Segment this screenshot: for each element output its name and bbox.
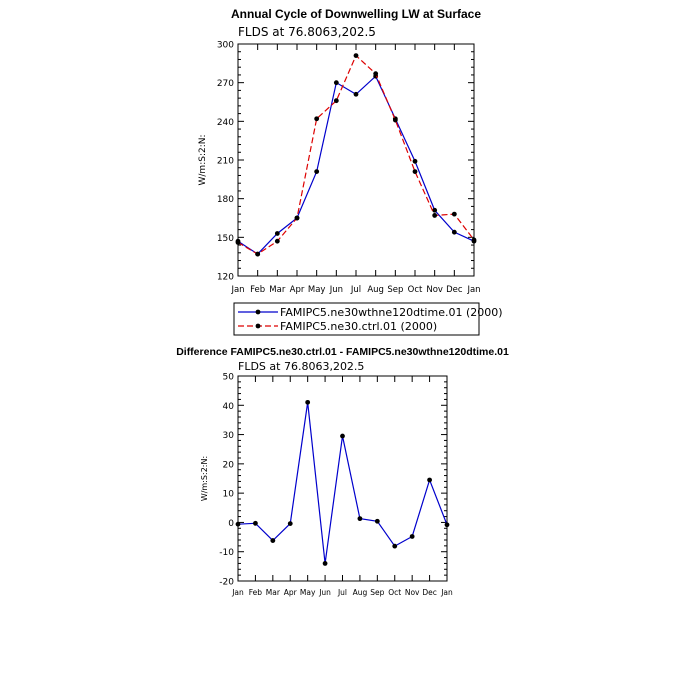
y-axis-label: W/m:S:2:N: (200, 456, 209, 501)
x-tick-label: Jan (440, 588, 453, 597)
data-point (451, 211, 457, 217)
data-point (409, 534, 415, 539)
x-tick-label: Nov (426, 285, 443, 295)
chart-title: Difference FAMIPC5.ne30.ctrl.01 - FAMIPC… (176, 346, 509, 358)
x-tick-label: Jan (466, 285, 480, 295)
data-point (340, 433, 345, 439)
y-axis-label: W/m:S:2:N: (198, 135, 208, 186)
x-tick-label: Mar (266, 588, 281, 597)
x-tick-label: Oct (388, 588, 401, 597)
y-tick-label: -20 (219, 578, 234, 588)
x-tick-label: Dec (422, 588, 437, 597)
data-point (333, 98, 339, 104)
plot-frame (237, 43, 475, 277)
data-point (427, 477, 432, 483)
x-tick-label: May (300, 588, 316, 597)
y-tick-label: 40 (223, 402, 235, 412)
series-line-1 (237, 75, 475, 255)
data-point (305, 399, 311, 405)
data-point (274, 231, 280, 236)
chart-title: Annual Cycle of Downwelling LW at Surfac… (231, 7, 481, 21)
y-tick-label: 300 (217, 41, 234, 51)
x-tick-label: Jun (329, 285, 343, 295)
chart-1: Annual Cycle of Downwelling LW at Surfac… (198, 7, 503, 336)
data-point (353, 53, 359, 58)
data-point (392, 117, 398, 123)
x-tick-label: Feb (250, 285, 265, 295)
data-point (255, 251, 261, 257)
data-point (444, 522, 450, 528)
data-point (412, 169, 418, 175)
data-point (353, 91, 359, 97)
data-point (333, 80, 339, 86)
data-point (392, 543, 398, 549)
plot-frame (237, 375, 448, 582)
data-point (235, 521, 241, 527)
data-point (374, 518, 380, 524)
y-tick-label: 30 (223, 431, 235, 441)
data-point (253, 520, 258, 526)
x-tick-label: Jan (231, 588, 244, 597)
data-point (357, 516, 363, 522)
y-tick-label: 20 (223, 460, 235, 470)
data-point (270, 538, 276, 543)
y-tick-label: 120 (217, 273, 234, 283)
x-tick-label: Nov (405, 588, 420, 597)
data-point (314, 169, 320, 175)
data-point (451, 229, 457, 235)
y-tick-label: 180 (217, 195, 234, 205)
legend-marker (255, 309, 261, 315)
x-tick-label: Oct (408, 285, 423, 295)
x-tick-label: Dec (446, 285, 463, 295)
data-point (274, 238, 280, 244)
data-point (322, 561, 328, 566)
y-tick-label: 240 (217, 118, 234, 128)
x-tick-label: Apr (284, 588, 298, 597)
x-tick-label: Jan (230, 285, 244, 295)
x-tick-label: Jun (318, 588, 331, 597)
y-tick-label: 270 (217, 79, 234, 89)
x-tick-label: Aug (353, 588, 368, 597)
data-point (235, 240, 241, 245)
data-point (471, 237, 477, 243)
series-line-2 (237, 54, 475, 255)
x-tick-label: Jul (337, 588, 347, 597)
legend-entry-2: FAMIPC5.ne30.ctrl.01 (2000) (280, 320, 437, 333)
x-tick-label: Sep (370, 588, 384, 597)
series-line-1 (237, 402, 448, 564)
data-point (412, 158, 418, 164)
x-tick-label: Feb (249, 588, 263, 597)
chart-subtitle: FLDS at 76.8063,202.5 (238, 360, 364, 373)
data-point (314, 116, 320, 122)
y-tick-label: 150 (217, 234, 234, 244)
legend-box (233, 302, 480, 336)
data-point (287, 521, 293, 526)
y-tick-label: 50 (223, 373, 235, 383)
data-point (294, 215, 300, 221)
y-tick-label: 10 (223, 490, 235, 500)
y-tick-label: 210 (217, 157, 234, 167)
legend-entry-1: FAMIPC5.ne30wthne120dtime.01 (2000) (280, 306, 503, 319)
x-tick-label: Mar (269, 285, 286, 295)
legend-marker (255, 323, 261, 329)
data-point (373, 71, 379, 77)
y-tick-label: -10 (219, 548, 234, 558)
x-tick-label: May (308, 285, 326, 295)
x-tick-label: Jul (350, 285, 361, 295)
data-point (432, 213, 438, 218)
x-tick-label: Aug (367, 285, 384, 295)
chart-2: Difference FAMIPC5.ne30.ctrl.01 - FAMIPC… (176, 346, 509, 597)
x-tick-label: Apr (290, 285, 305, 295)
x-tick-label: Sep (387, 285, 403, 295)
data-point (432, 207, 438, 213)
y-tick-label: 0 (228, 519, 234, 529)
chart-subtitle: FLDS at 76.8063,202.5 (238, 25, 376, 39)
